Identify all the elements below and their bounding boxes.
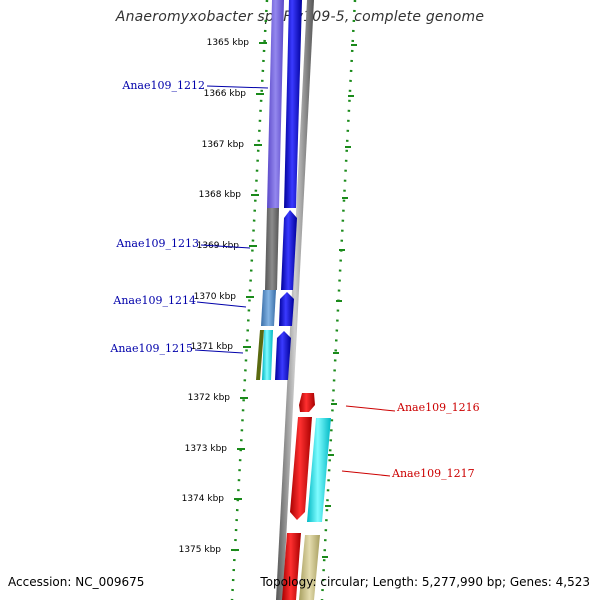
gene-segment-red-lower	[282, 533, 301, 600]
forward-strand-genes	[256, 0, 302, 380]
ruler-tick-label: 1374 kbp	[182, 494, 225, 504]
gene-segment-Anae109_1214-cog	[261, 290, 276, 326]
gene-label-leader-line	[200, 244, 251, 249]
gene-Anae109_1215	[275, 331, 291, 380]
ruler-tick-label: 1373 kbp	[185, 444, 228, 454]
gene-segment-Anae109_1217-cyan	[307, 418, 331, 522]
accession-text: Accession: NC_009675	[8, 575, 145, 589]
ruler-tick-label: 1372 kbp	[188, 393, 231, 403]
ruler-tick-label: 1371 kbp	[191, 342, 234, 352]
gene-labels: Anae109_1212 Anae109_1213 Anae109_1214 Anae…	[109, 79, 479, 480]
genome-summary-text: Topology: circular; Length: 5,277,990 bp…	[260, 575, 590, 589]
gene-label-Anae109_1214[interactable]: Anae109_1214	[112, 294, 196, 307]
ruler-tick-label: 1365 kbp	[207, 38, 250, 48]
gene-label-Anae109_1215[interactable]: Anae109_1215	[109, 342, 193, 355]
gene-label-Anae109_1213[interactable]: Anae109_1213	[115, 237, 199, 250]
gene-label-Anae109_1217[interactable]: Anae109_1217	[391, 467, 475, 480]
ruler-tick-label: 1367 kbp	[202, 140, 245, 150]
gene-label-leader-line	[341, 470, 391, 477]
gene-label-leader-line	[345, 405, 396, 412]
gene-Anae109_1212	[284, 0, 302, 208]
gene-segment-Anae109_1215-cyan	[262, 330, 273, 380]
gene-segment-Anae109_1212-cog	[267, 0, 284, 208]
gene-Anae109_1213	[281, 210, 297, 290]
gene-label-leader-line	[194, 349, 244, 354]
ruler-tick-label: 1368 kbp	[199, 190, 242, 200]
outer-ruler-ticks	[322, 44, 357, 558]
gene-segment-Anae109_1213-cog	[265, 208, 279, 290]
gene-Anae109_1216	[299, 393, 315, 412]
gene-segment-Anae109_1215-olive	[256, 330, 264, 380]
gene-segment-khaki-lower	[299, 535, 320, 600]
gene-label-leader-line	[206, 85, 269, 89]
ruler-tick-label: 1375 kbp	[179, 545, 222, 555]
gene-label-Anae109_1212[interactable]: Anae109_1212	[121, 79, 205, 92]
gene-Anae109_1214	[279, 292, 294, 326]
genome-backbone	[276, 0, 314, 600]
gene-label-Anae109_1216[interactable]: Anae109_1216	[396, 401, 480, 414]
ruler-tick-label: 1366 kbp	[204, 89, 247, 99]
gene-label-leader-line	[196, 301, 247, 308]
gene-Anae109_1217	[290, 417, 312, 520]
reverse-strand-genes	[282, 393, 331, 600]
ruler-tick-label: 1370 kbp	[194, 292, 237, 302]
